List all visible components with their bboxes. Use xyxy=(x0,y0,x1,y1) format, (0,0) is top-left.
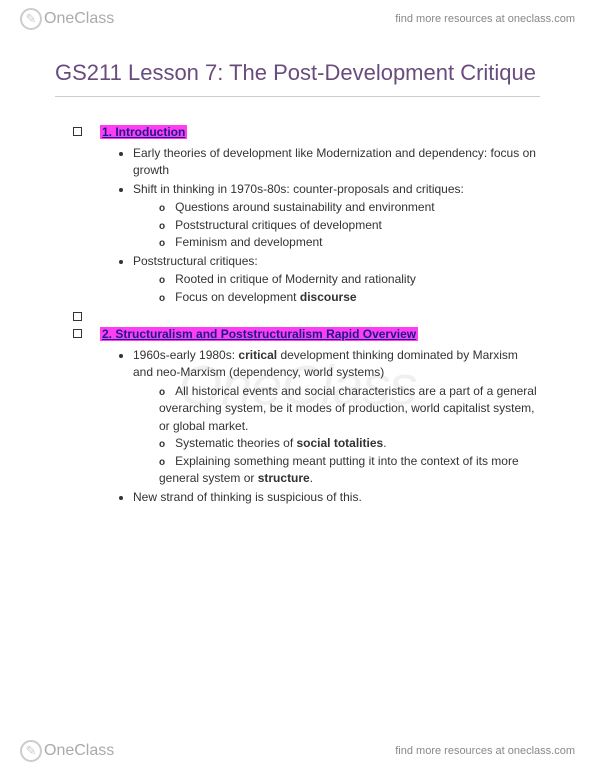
pencil-icon: ✎ xyxy=(20,740,42,762)
brand-logo: ✎ OneClass xyxy=(20,8,114,30)
box-marker-icon xyxy=(73,127,82,136)
page-title: GS211 Lesson 7: The Post-Development Cri… xyxy=(55,60,540,97)
sub-list-item: Questions around sustainability and envi… xyxy=(159,199,540,217)
footer-link[interactable]: find more resources at oneclass.com xyxy=(395,745,575,757)
sub-list: Questions around sustainability and envi… xyxy=(133,199,540,252)
sub-list-item: Poststructural critiques of development xyxy=(159,217,540,235)
list-item: New strand of thinking is suspicious of … xyxy=(133,489,540,506)
sub-list-item: Rooted in critique of Modernity and rati… xyxy=(159,271,540,289)
brand-name-footer: OneClass xyxy=(44,742,114,760)
document-body: GS211 Lesson 7: The Post-Development Cri… xyxy=(55,60,540,510)
section-heading: 2. Structuralism and Poststructuralism R… xyxy=(100,327,418,341)
sub-list-item: Focus on development discourse xyxy=(159,289,540,307)
section-heading-row: 2. Structuralism and Poststructuralism R… xyxy=(55,327,540,341)
list-item: 1960s-early 1980s: critical development … xyxy=(133,347,540,487)
list-item: Shift in thinking in 1970s-80s: counter-… xyxy=(133,181,540,252)
pencil-icon: ✎ xyxy=(20,8,42,30)
section-heading-row: 1. Introduction xyxy=(55,125,540,139)
sub-list-item: Systematic theories of social totalities… xyxy=(159,435,540,453)
brand-name: OneClass xyxy=(44,10,114,28)
box-marker-icon xyxy=(73,329,82,338)
bullet-list: 1960s-early 1980s: critical development … xyxy=(55,347,540,506)
header-link[interactable]: find more resources at oneclass.com xyxy=(395,13,575,25)
sub-list: Rooted in critique of Modernity and rati… xyxy=(133,271,540,306)
section-heading: 1. Introduction xyxy=(100,125,187,139)
sub-list: All historical events and social charact… xyxy=(133,383,540,488)
sub-list-item: All historical events and social charact… xyxy=(159,383,540,435)
brand-logo-footer: ✎ OneClass xyxy=(20,740,114,762)
sub-list-item: Explaining something meant putting it in… xyxy=(159,453,540,488)
list-item: Poststructural critiques:Rooted in criti… xyxy=(133,253,540,306)
list-item: Early theories of development like Moder… xyxy=(133,145,540,180)
page-header: ✎ OneClass find more resources at onecla… xyxy=(0,0,595,38)
empty-marker-row xyxy=(55,310,540,321)
page-footer: ✎ OneClass find more resources at onecla… xyxy=(0,732,595,770)
sub-list-item: Feminism and development xyxy=(159,234,540,252)
box-marker-icon xyxy=(73,312,82,321)
bullet-list: Early theories of development like Moder… xyxy=(55,145,540,306)
